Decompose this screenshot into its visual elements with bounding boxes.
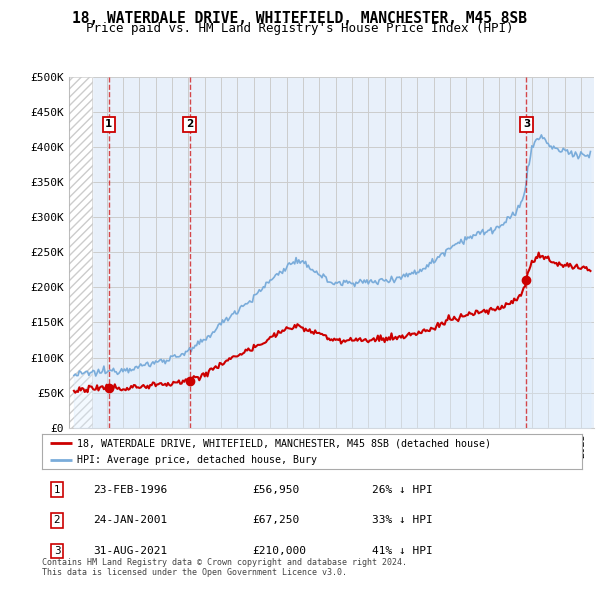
Text: Price paid vs. HM Land Registry's House Price Index (HPI): Price paid vs. HM Land Registry's House … — [86, 22, 514, 35]
Text: Contains HM Land Registry data © Crown copyright and database right 2024.
This d: Contains HM Land Registry data © Crown c… — [42, 558, 407, 577]
Text: 26% ↓ HPI: 26% ↓ HPI — [372, 485, 433, 494]
Text: £210,000: £210,000 — [252, 546, 306, 556]
Text: 2: 2 — [186, 119, 193, 129]
Text: 23-FEB-1996: 23-FEB-1996 — [93, 485, 167, 494]
Text: 24-JAN-2001: 24-JAN-2001 — [93, 516, 167, 525]
Text: £67,250: £67,250 — [252, 516, 299, 525]
Bar — [69, 77, 92, 428]
Text: 31-AUG-2021: 31-AUG-2021 — [93, 546, 167, 556]
Text: 18, WATERDALE DRIVE, WHITEFIELD, MANCHESTER, M45 8SB: 18, WATERDALE DRIVE, WHITEFIELD, MANCHES… — [73, 11, 527, 25]
Text: 41% ↓ HPI: 41% ↓ HPI — [372, 546, 433, 556]
Text: £56,950: £56,950 — [252, 485, 299, 494]
Text: 1: 1 — [53, 485, 61, 494]
Text: 3: 3 — [523, 119, 530, 129]
Text: 1: 1 — [105, 119, 113, 129]
Text: 18, WATERDALE DRIVE, WHITEFIELD, MANCHESTER, M45 8SB (detached house): 18, WATERDALE DRIVE, WHITEFIELD, MANCHES… — [77, 438, 491, 448]
Text: 33% ↓ HPI: 33% ↓ HPI — [372, 516, 433, 525]
Text: 3: 3 — [53, 546, 61, 556]
Text: 2: 2 — [53, 516, 61, 525]
Bar — [69, 77, 92, 428]
Text: HPI: Average price, detached house, Bury: HPI: Average price, detached house, Bury — [77, 455, 317, 465]
